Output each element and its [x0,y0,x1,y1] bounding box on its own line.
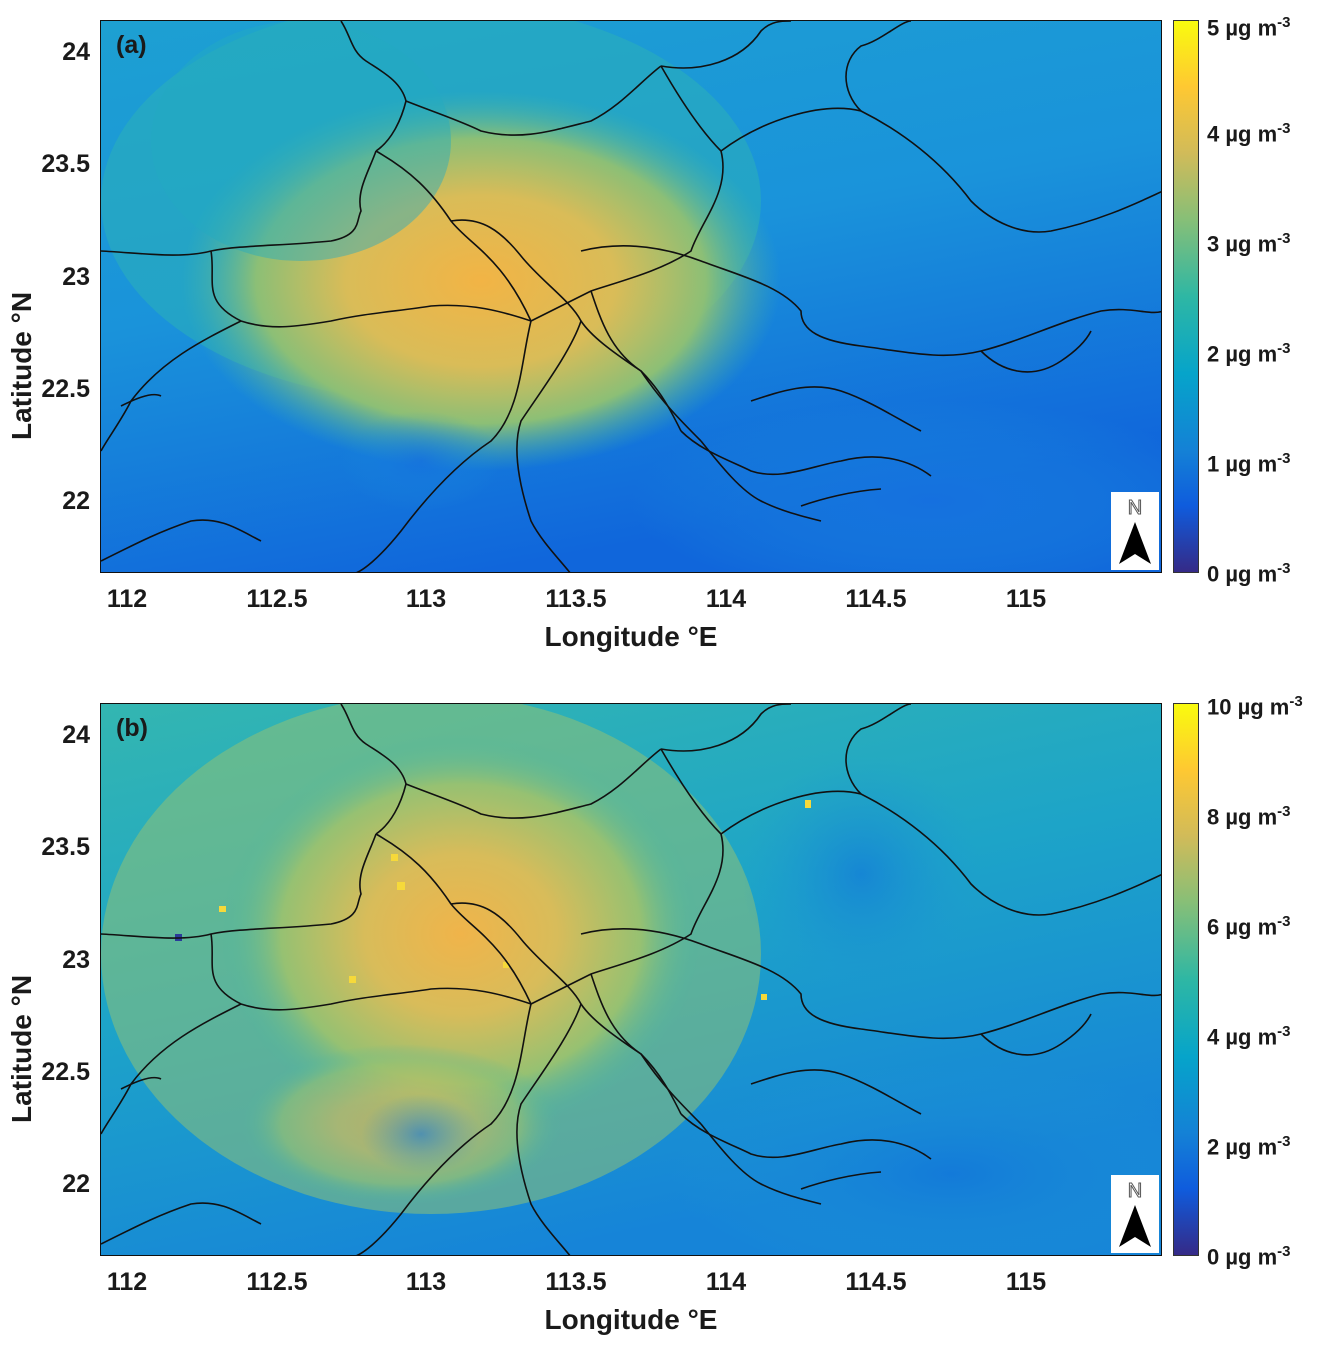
panel-b: N (b) 24 23.5 23 22.5 22 112 112.5 113 1… [0,683,1328,1354]
xtick-112: 112 [106,585,148,613]
y-axis-label-a: Latitude °N [6,291,37,440]
xtick-114-5: 114.5 [845,585,907,613]
cbar-b-tick-3: 6 µg m-3 [1207,913,1291,940]
y-axis-label-b: Latitude °N [6,974,37,1123]
cbar-a-tick-0: 0 µg m-3 [1207,560,1291,587]
xtick-114: 114 [705,1268,747,1296]
ytick-23-5: 23.5 [41,150,90,178]
north-arrow-a: N [1111,492,1159,570]
ytick-22-5: 22.5 [41,1058,90,1086]
hotspots-b [219,800,811,1000]
concentration-field-b [101,704,1161,1255]
xtick-112-5: 112.5 [246,585,308,613]
panel-label-a: (a) [116,31,147,59]
colorbar-b [1173,703,1199,1256]
boundaries-b [101,704,1161,1255]
cbar-b-tick-0: 0 µg m-3 [1207,1243,1291,1270]
svg-text:N: N [1128,1180,1142,1202]
panel-a: N (a) 24 23.5 23 22.5 22 112 112.5 113 1… [0,0,1328,671]
ytick-23: 23 [62,263,90,291]
north-arrow-icon: N [1119,497,1151,564]
ytick-24: 24 [62,721,90,749]
xtick-113-5: 113.5 [545,1268,607,1296]
cbar-b-tick-1: 2 µg m-3 [1207,1133,1291,1160]
x-axis-label-b: Longitude °E [544,1304,718,1335]
map-b: N [100,703,1162,1256]
cbar-a-tick-5: 5 µg m-3 [1207,14,1291,41]
map-a: N [100,20,1162,573]
cbar-b-tick-5: 10 µg m-3 [1207,693,1303,720]
x-axis-label-a: Longitude °E [544,621,718,652]
colorbar-a [1173,20,1199,573]
xtick-115: 115 [1005,1268,1047,1296]
xtick-113: 113 [405,585,447,613]
xtick-114-5: 114.5 [845,1268,907,1296]
ytick-23: 23 [62,946,90,974]
concentration-field-a [101,21,1161,572]
cbar-a-tick-4: 4 µg m-3 [1207,120,1291,147]
ytick-22: 22 [62,487,90,515]
north-arrow-icon: N [1119,1180,1151,1247]
ytick-23-5: 23.5 [41,833,90,861]
xtick-115: 115 [1005,585,1047,613]
boundaries-a [101,21,1161,572]
cbar-a-tick-3: 3 µg m-3 [1207,230,1291,257]
xtick-113: 113 [405,1268,447,1296]
ytick-24: 24 [62,38,90,66]
svg-text:N: N [1128,497,1142,519]
xtick-112: 112 [106,1268,148,1296]
cbar-b-tick-2: 4 µg m-3 [1207,1023,1291,1050]
xtick-112-5: 112.5 [246,1268,308,1296]
cbar-a-tick-2: 2 µg m-3 [1207,340,1291,367]
ytick-22-5: 22.5 [41,375,90,403]
north-arrow-b: N [1111,1175,1159,1253]
cbar-b-tick-4: 8 µg m-3 [1207,803,1291,830]
xtick-114: 114 [705,585,747,613]
panel-label-b: (b) [116,714,148,742]
xtick-113-5: 113.5 [545,585,607,613]
ytick-22: 22 [62,1170,90,1198]
cbar-a-tick-1: 1 µg m-3 [1207,450,1291,477]
